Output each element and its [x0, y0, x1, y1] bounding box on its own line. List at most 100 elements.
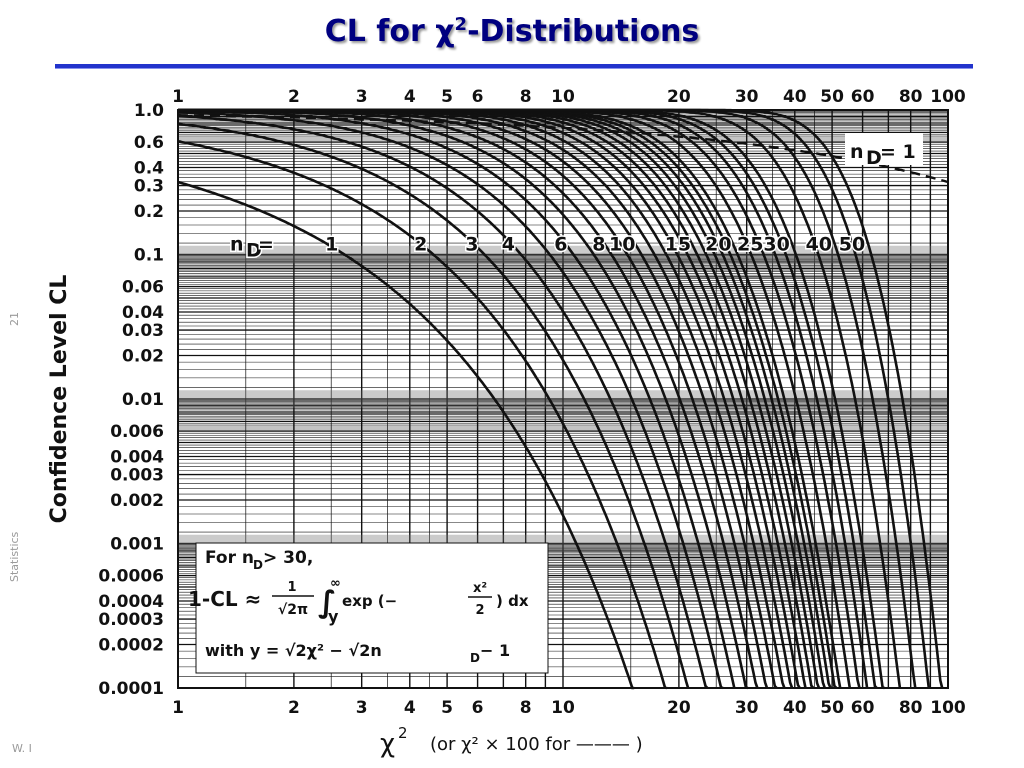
y-tick-label: 0.003 — [110, 466, 164, 486]
y-tick-label: 0.0006 — [98, 567, 164, 587]
curve-label-ndf-50: 50 — [839, 234, 865, 256]
x-tick-label-bottom: 8 — [520, 698, 532, 718]
y-tick-label: 1.0 — [134, 101, 164, 121]
curve-label-ndf-40: 40 — [806, 234, 832, 256]
inset-frac-num: 1 — [287, 580, 296, 595]
x-tick-label-top: 30 — [735, 87, 759, 107]
y-tick-label: 0.02 — [122, 347, 164, 367]
curve-ndf-6 — [178, 109, 736, 689]
inset-integrand-end: ) dx — [496, 592, 529, 610]
decade-band — [178, 245, 948, 264]
curve-ndf-2 — [177, 140, 668, 690]
inset-integrand-num: x² — [473, 581, 487, 596]
x-tick-label-top: 6 — [472, 87, 484, 107]
curve-dashed-ndf-1 — [178, 114, 949, 184]
inset-int-lower: y — [328, 607, 339, 626]
dashed-curve-label: n — [850, 141, 864, 163]
curve-label-ndf-6: 6 — [554, 234, 567, 256]
dashed-curve-label-eq: = 1 — [880, 141, 916, 163]
x-tick-label-bottom: 10 — [551, 698, 575, 718]
curve-ndf-4 — [177, 114, 709, 689]
x-tick-label-bottom: 4 — [404, 698, 416, 718]
x-tick-label-top: 50 — [820, 87, 844, 107]
y-tick-label: 0.6 — [134, 133, 164, 153]
y-tick-label: 0.01 — [122, 390, 164, 410]
plot-frame — [177, 109, 949, 689]
y-tick-label: 0.0001 — [98, 679, 164, 699]
x-tick-label-top: 20 — [667, 87, 691, 107]
y-tick-label: 0.0003 — [98, 610, 164, 630]
curve-label-prefix-eq: = — [258, 234, 274, 256]
curve-label-ndf-25: 25 — [737, 234, 763, 256]
curve-label-ndf-4: 4 — [502, 234, 515, 256]
inset-line1-rest: > 30, — [263, 548, 313, 568]
x-tick-label-top: 1 — [172, 87, 184, 107]
inset-integrand: exp (− — [342, 592, 397, 610]
inset-line3-sub: D — [470, 651, 480, 665]
x-tick-label-top: 8 — [520, 87, 532, 107]
x-tick-label-top: 4 — [404, 87, 416, 107]
curve-label-prefix: n — [230, 234, 244, 256]
curve-ndf-1 — [177, 180, 635, 690]
x-tick-label-top: 3 — [356, 87, 368, 107]
x-tick-label-bottom: 1 — [172, 698, 184, 718]
y-axis-label: Confidence Level CL — [47, 275, 72, 524]
slide-title: CL for χ2-Distributions — [324, 14, 700, 49]
footer-author: W. I — [12, 742, 32, 755]
x-tick-label-bottom: 6 — [472, 698, 484, 718]
inset-line1-sub: D — [253, 558, 263, 572]
inset-integrand-den: 2 — [475, 603, 484, 618]
x-tick-label-bottom: 2 — [288, 698, 300, 718]
x-tick-label-bottom: 80 — [899, 698, 923, 718]
y-tick-label: 0.03 — [122, 321, 164, 341]
y-tick-label: 0.002 — [110, 491, 164, 511]
y-tick-label: 0.0004 — [98, 592, 164, 612]
x-tick-label-bottom: 5 — [441, 698, 453, 718]
chart-axes: 1122334455668810102020303040405050606080… — [47, 87, 966, 759]
y-tick-label: 0.4 — [134, 159, 164, 179]
x-tick-label-top: 100 — [930, 87, 966, 107]
inset-line3-end: − 1 — [480, 641, 510, 660]
y-tick-label: 0.006 — [110, 422, 164, 442]
chart-inset-formula: For nD > 30,1-CL ≈ 1√2π ∫∞y exp (− x²2) d… — [188, 542, 549, 674]
y-tick-label: 0.2 — [134, 202, 164, 222]
x-tick-label-bottom: 3 — [356, 698, 368, 718]
inset-box — [195, 542, 549, 674]
dashed-curve-label-sub: D — [866, 147, 882, 169]
y-tick-label: 0.1 — [134, 246, 164, 266]
x-tick-label-top: 40 — [783, 87, 807, 107]
x-tick-label-bottom: 20 — [667, 698, 691, 718]
y-tick-label: 0.06 — [122, 278, 164, 298]
curve-label-ndf-15: 15 — [665, 234, 691, 256]
x-tick-label-bottom: 50 — [820, 698, 844, 718]
y-tick-label: 0.004 — [110, 448, 164, 468]
x-tick-label-bottom: 60 — [851, 698, 875, 718]
x-tick-label-bottom: 40 — [783, 698, 807, 718]
title-underline — [55, 64, 973, 69]
curve-label-ndf-10: 10 — [609, 234, 635, 256]
x-tick-label-top: 2 — [288, 87, 300, 107]
curve-ndf-3 — [177, 122, 690, 689]
x-tick-label-top: 60 — [851, 87, 875, 107]
inset-line1: For n — [205, 548, 254, 568]
x-axis-label-note: (or χ² × 100 for ——— ) — [430, 734, 643, 755]
y-tick-label: 0.0002 — [98, 636, 164, 656]
y-tick-label: 0.3 — [134, 177, 164, 197]
curve-label-ndf-8: 8 — [592, 234, 605, 256]
curve-label-ndf-30: 30 — [763, 234, 789, 256]
inset-frac-den: √2π — [278, 602, 308, 618]
y-tick-label: 0.001 — [110, 535, 164, 555]
x-tick-label-top: 10 — [551, 87, 575, 107]
curve-ndf-5 — [177, 111, 724, 690]
x-tick-label-bottom: 100 — [930, 698, 966, 718]
x-tick-label-top: 80 — [899, 87, 923, 107]
x-axis-label-sup: 2 — [398, 724, 408, 742]
curve-label-ndf-3: 3 — [465, 234, 478, 256]
chart-dashed-curve — [178, 114, 949, 184]
curve-label-ndf-2: 2 — [414, 234, 427, 256]
inset-integral: ∫ — [318, 585, 336, 620]
x-tick-label-top: 5 — [441, 87, 453, 107]
curve-label-ndf-1: 1 — [325, 234, 338, 256]
